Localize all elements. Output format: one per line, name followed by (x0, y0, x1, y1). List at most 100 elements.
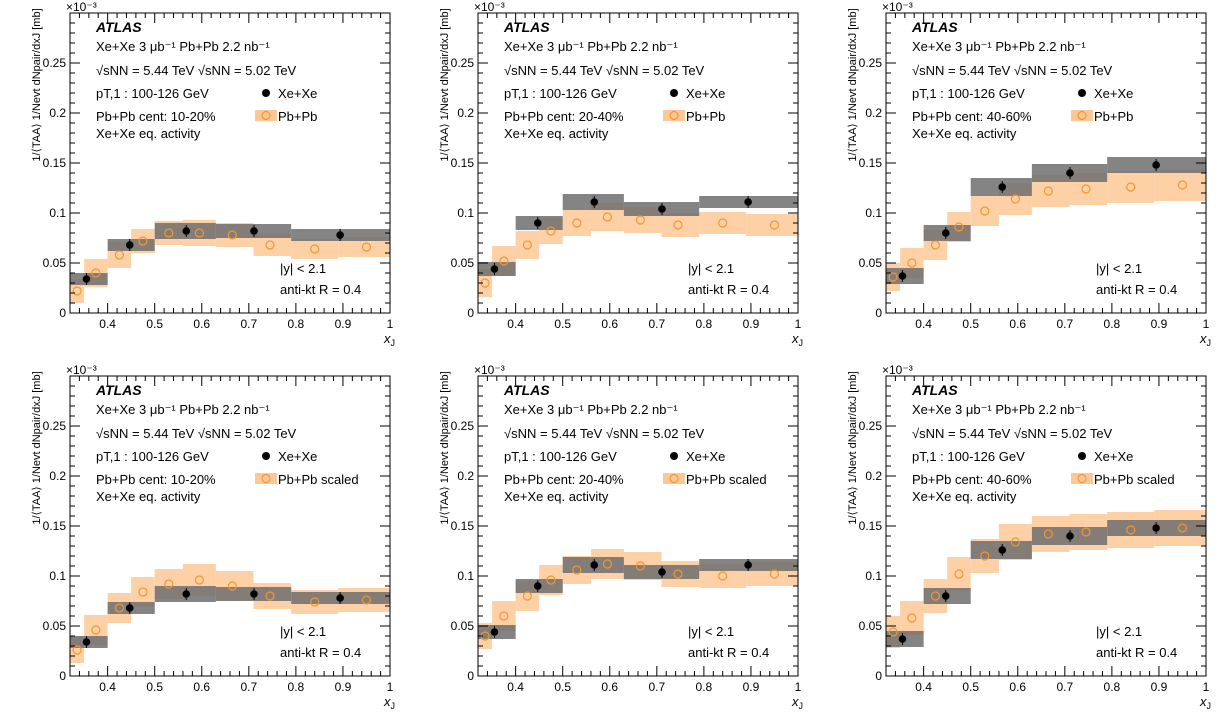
pbpb-point (546, 226, 556, 236)
y-axis-label: 1/⟨TAA⟩ 1/Nevt dNpair/dxJ [mb] (439, 8, 451, 161)
y-tick-label: 0 (467, 306, 474, 320)
y-tick-label: 0 (875, 306, 882, 320)
pbpb-point (194, 228, 205, 238)
legend-marker-pbpb (1077, 473, 1087, 484)
info-line: √sNN = 5.44 TeV √sNN = 5.02 TeV (504, 426, 705, 441)
pbpb-point (673, 569, 683, 579)
atlas-label: ATLAS (503, 382, 550, 398)
x-tick-label: 0.7 (648, 680, 665, 694)
y-tick-label: 0.25 (43, 419, 67, 433)
x-tick-label: 0.9 (743, 317, 760, 331)
pbpb-point (930, 591, 941, 601)
xexe-point (941, 592, 950, 600)
legend-label-pbpb: Pb+Pb (686, 109, 725, 124)
info-line: Xe+Xe 3 μb⁻¹ Pb+Pb 2.2 nb⁻¹ (912, 402, 1086, 417)
pbpb-sys-band (661, 213, 700, 237)
y-tick-label: 0.1 (49, 569, 66, 583)
y-tick-label: 0.25 (43, 56, 67, 70)
xexe-point (898, 272, 907, 280)
y-tick-label: 0.05 (859, 619, 883, 633)
pbpb-point (138, 587, 148, 597)
xexe-point (744, 198, 752, 206)
legend-label-pbpb: Pb+Pb (278, 109, 317, 124)
rapidity-cut: |y| < 2.1 (280, 261, 326, 276)
chart-panel: 0 0.05 0.1 0.15 0.2 0.25 0.4 0.5 0.6 0.7 0.8 0.9 1 ×1… (408, 0, 816, 363)
y-tick-label: 0.1 (49, 206, 66, 220)
y-tick-label: 0 (467, 669, 474, 683)
legend-band-pbpb (663, 473, 685, 484)
xexe-point (1152, 161, 1160, 169)
xexe-point (125, 241, 134, 249)
pbpb-sys-band (338, 237, 390, 257)
pbpb-point (91, 625, 101, 635)
pbpb-sys-band (562, 210, 591, 236)
axis-exponent: ×10⁻³ (66, 0, 97, 14)
x-tick-label: 0.4 (99, 317, 116, 331)
x-tick-label: 0.8 (288, 680, 305, 694)
xexe-point (998, 546, 1007, 554)
xexe-point (250, 590, 258, 598)
pbpb-point (522, 240, 533, 250)
x-tick-label: 0.5 (554, 317, 571, 331)
xexe-point (182, 227, 191, 235)
pbpb-point (194, 575, 205, 585)
x-tick-label: 0.4 (507, 317, 524, 331)
x-tick-label: 1 (1203, 317, 1210, 331)
xexe-point (941, 229, 950, 237)
pbpb-point (227, 581, 237, 591)
info-line: Xe+Xe 3 μb⁻¹ Pb+Pb 2.2 nb⁻¹ (912, 39, 1086, 54)
xexe-point (125, 604, 134, 612)
legend-label-pbpb: Pb+Pb scaled (1094, 472, 1175, 487)
xexe-point (1066, 169, 1074, 177)
y-tick-label: 0.2 (457, 106, 474, 120)
x-tick-label: 0.5 (146, 317, 163, 331)
xexe-point (82, 275, 91, 283)
x-tick-label: 0.6 (601, 317, 618, 331)
legend-marker-pbpb (669, 110, 679, 121)
pbpb-point (1177, 523, 1188, 533)
xexe-point (658, 568, 666, 576)
rapidity-cut: |y| < 2.1 (1096, 261, 1142, 276)
x-tick-label: 0.8 (1104, 680, 1121, 694)
y-axis-label: 1/⟨TAA⟩ 1/Nevt dNpair/dxJ [mb] (847, 371, 859, 524)
x-tick-label: 0.7 (648, 317, 665, 331)
info-line: Xe+Xe eq. activity (504, 489, 609, 504)
info-line: Pb+Pb cent: 10-20% (96, 472, 216, 487)
legend-marker-pbpb (1077, 110, 1087, 121)
pbpb-point (572, 565, 582, 575)
legend-marker-xexe (262, 89, 270, 97)
xexe-point (533, 219, 542, 227)
legend-label-xexe: Xe+Xe (686, 86, 725, 101)
pbpb-point (1010, 537, 1021, 547)
chart-svg: 0 0.05 0.1 0.15 0.2 0.25 0.4 0.5 0.6 0.7 0.8 0.9 1 ×1… (439, 363, 803, 711)
pbpb-point (499, 611, 509, 621)
info-line: Pb+Pb cent: 10-20% (96, 109, 216, 124)
info-line: Xe+Xe eq. activity (96, 489, 201, 504)
y-tick-label: 0.2 (865, 469, 882, 483)
x-tick-label: 0.7 (240, 317, 257, 331)
axis-exponent: ×10⁻³ (882, 363, 913, 377)
chart-svg: 0 0.05 0.1 0.15 0.2 0.25 0.4 0.5 0.6 0.7 0.8 0.9 1 ×1… (31, 0, 395, 348)
x-tick-label: 1 (387, 680, 394, 694)
y-tick-label: 0.25 (451, 419, 475, 433)
pbpb-sys-band (746, 214, 798, 236)
jet-algorithm-label: anti-kt R = 0.4 (280, 645, 361, 660)
y-axis-label: 1/⟨TAA⟩ 1/Nevt dNpair/dxJ [mb] (31, 8, 43, 161)
xexe-point (490, 628, 499, 636)
plot-area (478, 549, 798, 649)
pbpb-point (114, 250, 125, 260)
rapidity-cut: |y| < 2.1 (688, 261, 734, 276)
y-tick-label: 0.05 (451, 619, 475, 633)
plot-frame (477, 375, 799, 677)
pbpb-point (954, 222, 964, 232)
rapidity-cut: |y| < 2.1 (688, 624, 734, 639)
jet-algorithm-label: anti-kt R = 0.4 (280, 282, 361, 297)
pbpb-point (602, 212, 613, 222)
x-tick-label: 0.9 (1151, 317, 1168, 331)
pbpb-point (673, 220, 683, 230)
chart-panel: 0 0.05 0.1 0.15 0.2 0.25 0.4 0.5 0.6 0.7 0.8 0.9 1 ×1… (0, 363, 408, 726)
xexe-point (590, 198, 599, 206)
pbpb-sys-band (291, 239, 339, 259)
pbpb-point (114, 603, 125, 613)
axis-exponent: ×10⁻³ (66, 363, 97, 377)
